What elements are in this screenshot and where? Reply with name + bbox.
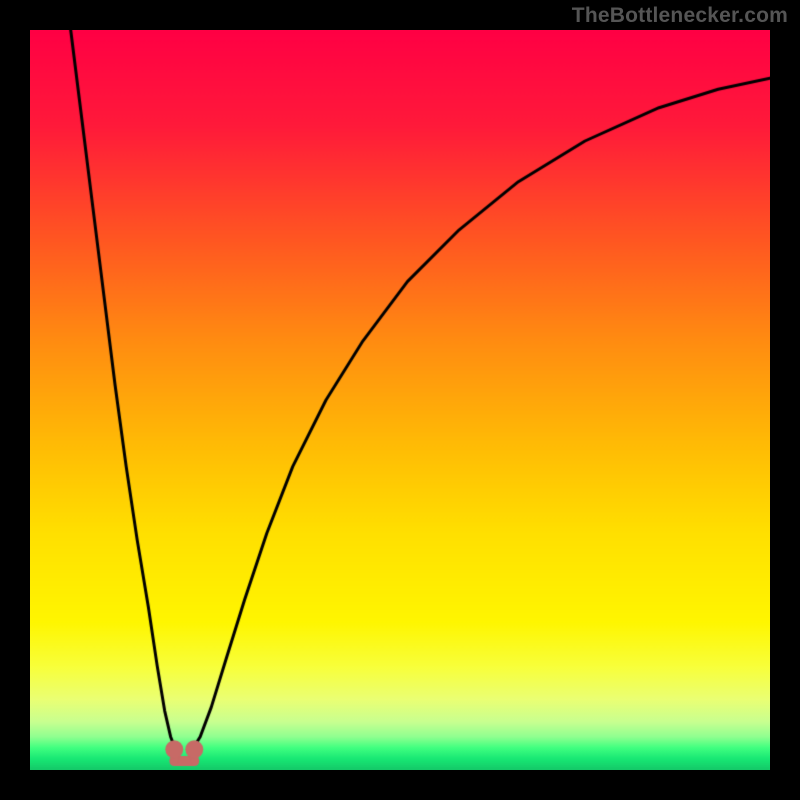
plot-canvas [30,30,770,770]
chart-container: TheBottlenecker.com [0,0,800,800]
bottleneck-plot [30,30,770,770]
attribution-label: TheBottlenecker.com [572,4,788,28]
